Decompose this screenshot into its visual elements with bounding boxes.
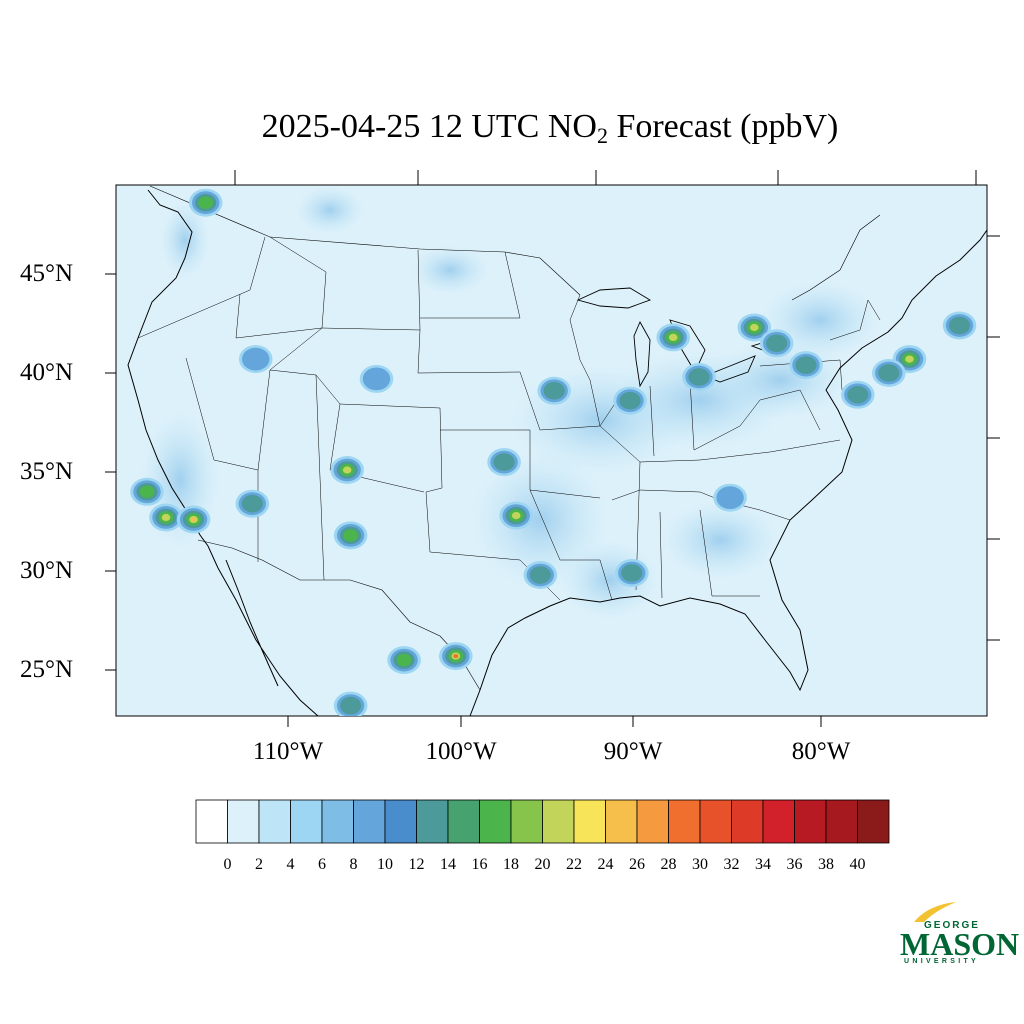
lat-label-30: 30°N: [20, 557, 74, 584]
no2-hotspot: [905, 355, 914, 363]
colorbar-swatch: [731, 799, 764, 844]
lat-label-35: 35°N: [20, 458, 74, 485]
no2-hotspot: [511, 511, 521, 520]
title-suffix: Forecast (ppbV): [607, 108, 839, 145]
colorbar-swatch: [290, 799, 323, 844]
colorbar-swatch: [762, 799, 795, 844]
no2-hotspot: [543, 382, 565, 400]
colorbar-label: 22: [566, 856, 582, 873]
colorbar-swatch: [479, 799, 512, 844]
no2-hotspot: [621, 564, 643, 582]
colorbar-swatch: [636, 799, 669, 844]
colorbar-swatch: [510, 799, 543, 844]
no2-hotspot: [241, 494, 263, 513]
no2-hotspot: [396, 653, 412, 667]
no2-hotspot: [795, 356, 817, 374]
title-subscript: 2: [596, 123, 608, 148]
colorbar-label: 34: [755, 856, 771, 873]
colorbar-swatch: [195, 799, 228, 844]
no2-hotspot: [619, 391, 641, 410]
colorbar-swatch: [857, 799, 890, 844]
colorbar-label: 16: [471, 856, 488, 873]
lon-label-80: 80°W: [791, 738, 851, 765]
no2-hotspot: [242, 347, 270, 371]
no2-hotspot: [493, 453, 515, 471]
no2-hotspot: [161, 513, 171, 522]
lon-label-90: 90°W: [603, 738, 663, 765]
colorbar-label: 8: [349, 856, 358, 873]
no2-hotspot: [60, 209, 94, 237]
no2-hotspot: [191, 517, 197, 522]
no2-hotspot: [948, 316, 971, 335]
colorbar-label: 40: [849, 856, 866, 873]
colorbar-label: 0: [223, 856, 232, 873]
colorbar-swatch: [321, 799, 354, 844]
colorbar-swatch: [447, 799, 480, 844]
lon-label-100: 100°W: [425, 738, 497, 765]
no2-hotspot: [847, 386, 869, 404]
colorbar-label: 28: [660, 856, 677, 873]
colorbar-swatch: [668, 799, 701, 844]
no2-hotspot: [668, 333, 678, 341]
no2-hotspot: [198, 196, 214, 209]
logo-university: UNIVERSITY: [904, 958, 980, 965]
colorbar-label: 12: [408, 856, 425, 873]
colorbar-swatch: [794, 799, 827, 844]
logo-mason: MASON: [900, 926, 1020, 962]
colorbar-label: 38: [818, 856, 834, 873]
axis-ticks: [105, 170, 1000, 727]
no2-hotspot: [453, 654, 459, 659]
colorbar-swatch: [258, 799, 291, 844]
colorbar-swatch: [699, 799, 732, 844]
colorbar-swatch: [542, 799, 575, 844]
coastline: [127, 189, 987, 716]
no2-hotspot: [529, 566, 551, 584]
no2-hotspot: [878, 364, 900, 382]
great-lakes: [576, 287, 794, 388]
logo-george: GEORGE: [924, 920, 980, 931]
no2-hotspot: [343, 529, 358, 542]
colorbar-label: 10: [377, 856, 393, 873]
no2-hotspot: [69, 216, 84, 228]
colorbar-label: 26: [629, 856, 645, 873]
no2-hotspot: [340, 696, 362, 715]
colorbar-swatch: [353, 799, 386, 844]
lon-label-110: 110°W: [252, 738, 324, 765]
colorbar-label: 4: [286, 856, 295, 873]
no2-hotspot: [716, 486, 744, 510]
colorbar-swatch: [227, 799, 260, 844]
title-main: 2025-04-25 12 UTC NO: [261, 108, 597, 145]
colorbar-swatch: [825, 799, 858, 844]
map-title: 2025-04-25 12 UTC NO2 Forecast (ppbV): [0, 108, 1024, 149]
colorbar-label: 30: [692, 856, 708, 873]
no2-hotspot: [66, 214, 87, 232]
colorbar-label: 6: [318, 856, 326, 873]
no2-hotspot: [766, 334, 788, 353]
us-canada-border: [149, 185, 881, 301]
george-mason-logo: GEORGE MASON UNIVERSITY: [898, 900, 1019, 970]
colorbar-label: 2: [255, 856, 263, 873]
no2-hotspot: [362, 367, 391, 391]
logo-swoosh-icon: [914, 902, 956, 922]
colorbar-label: 24: [597, 856, 614, 873]
colorbar-swatch: [573, 799, 606, 844]
lat-label-45: 45°N: [20, 260, 74, 287]
lat-label-25: 25°N: [20, 656, 74, 683]
no2-hotspot: [139, 485, 155, 498]
map-frame: [115, 184, 988, 717]
lat-label-40: 40°N: [20, 359, 74, 386]
colorbar-swatch: [416, 799, 449, 844]
colorbar-label: 20: [534, 856, 551, 873]
no2-hotspot: [688, 368, 710, 386]
colorbar-label: 32: [723, 856, 740, 873]
no2-hotspot: [63, 211, 90, 234]
colorbar-label: 36: [786, 856, 803, 873]
colorbar-swatch: [605, 799, 638, 844]
no2-hotspot: [342, 466, 352, 474]
colorbar-label: 14: [440, 856, 456, 873]
no2-hotspot: [750, 323, 759, 332]
colorbar-swatch: [384, 799, 417, 844]
colorbar-label: 18: [503, 856, 519, 873]
